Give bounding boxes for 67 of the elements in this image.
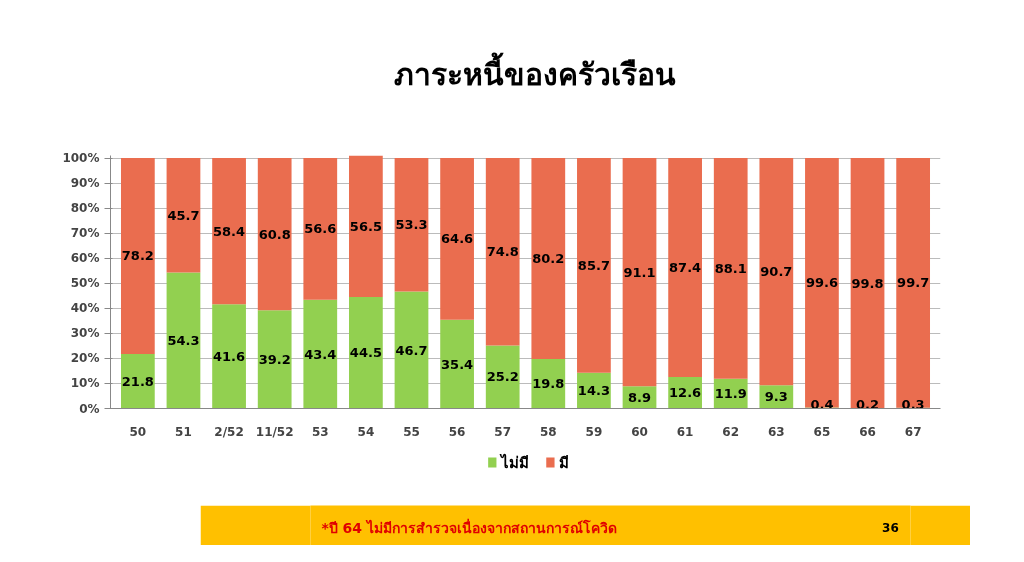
data-label: 56.5 <box>349 218 382 234</box>
x-tick-label: 54 <box>357 424 375 439</box>
y-tick-label: 60% <box>70 251 100 266</box>
x-tick-label: 53 <box>311 424 329 439</box>
data-label: 54.3 <box>167 332 200 348</box>
data-label: 46.7 <box>395 342 428 358</box>
data-label: 90.7 <box>760 264 793 280</box>
data-label: 9.3 <box>764 389 788 405</box>
data-label: 19.8 <box>532 376 565 392</box>
data-label: 11.9 <box>714 386 747 402</box>
data-label: 8.9 <box>628 389 652 405</box>
y-tick-label: 30% <box>70 326 100 341</box>
x-tick-label: 50 <box>129 424 147 439</box>
data-label: 44.5 <box>349 345 382 361</box>
data-label: 56.6 <box>304 221 337 237</box>
data-label: 87.4 <box>669 259 702 275</box>
x-tick-label: 60 <box>631 424 648 439</box>
x-tick-label: 62 <box>722 424 740 439</box>
data-label: 45.7 <box>167 207 200 223</box>
data-label: 99.6 <box>805 275 838 291</box>
data-label: 99.7 <box>897 275 930 291</box>
y-tick-label: 80% <box>70 201 100 216</box>
x-tick-label: 67 <box>904 424 922 439</box>
x-tick-label: 61 <box>676 424 694 439</box>
data-label: 21.8 <box>121 373 154 389</box>
y-tick-label: 0% <box>79 401 100 416</box>
data-label: 12.6 <box>669 385 702 401</box>
data-label: 99.8 <box>851 275 884 291</box>
data-label: 64.6 <box>441 231 474 247</box>
x-tick-label: 2/52 <box>214 424 244 439</box>
x-tick-label: 11/52 <box>255 424 294 439</box>
data-label: 39.2 <box>258 351 291 367</box>
data-label: 88.1 <box>714 260 747 276</box>
data-label: 53.3 <box>395 217 428 233</box>
legend-label: ไม่มี <box>498 452 529 472</box>
x-tick-label: 59 <box>585 424 603 439</box>
y-tick-label: 40% <box>70 301 100 316</box>
x-tick-label: 55 <box>403 424 420 439</box>
chart-title: ภาระหนี้ของครัวเรือน <box>394 52 677 92</box>
y-tick-label: 10% <box>70 376 100 391</box>
x-tick-label: 63 <box>767 424 785 439</box>
data-label: 85.7 <box>577 257 610 273</box>
data-label: 80.2 <box>532 250 565 266</box>
x-tick-label: 56 <box>448 424 466 439</box>
y-tick-label: 90% <box>70 176 100 191</box>
text: *ปี 64 ไม่มีการสำรวจเนื่องจากสถานการณ์โควิด <box>321 517 617 536</box>
data-label: 41.6 <box>213 348 246 364</box>
x-tick-label: 66 <box>859 424 876 439</box>
x-tick-label: 58 <box>539 424 557 439</box>
data-label: 25.2 <box>486 369 519 385</box>
data-label: 78.2 <box>121 248 154 264</box>
y-tick-label: 70% <box>70 226 100 241</box>
data-label: 43.4 <box>304 346 337 362</box>
data-label: 60.8 <box>258 226 291 242</box>
x-tick-label: 57 <box>494 424 512 439</box>
x-tick-label: 51 <box>175 424 192 439</box>
text: 36 <box>882 521 899 535</box>
y-tick-label: 100% <box>62 151 100 165</box>
data-label: 14.3 <box>577 383 610 399</box>
data-label: 58.4 <box>213 223 246 239</box>
y-tick-label: 20% <box>70 351 100 366</box>
legend-label: มี <box>558 453 569 472</box>
data-label: 74.8 <box>486 244 519 260</box>
x-tick-label: 65 <box>813 424 831 439</box>
data-label: 91.1 <box>623 264 656 280</box>
y-tick-label: 50% <box>70 276 100 291</box>
data-label: 35.4 <box>441 356 474 372</box>
